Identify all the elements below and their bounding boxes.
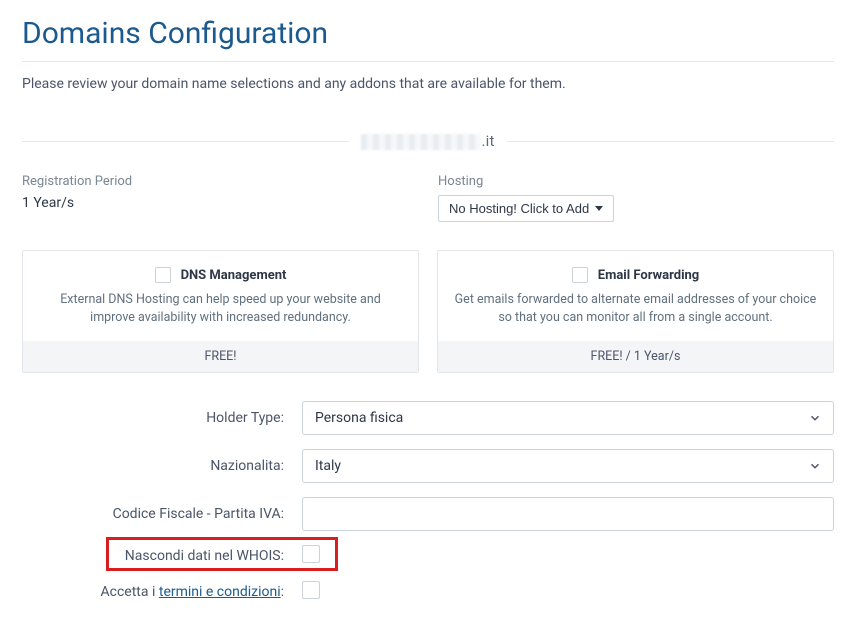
- holder-type-select[interactable]: Persona fisica: [302, 401, 834, 435]
- accept-terms-prefix: Accetta i: [101, 584, 159, 600]
- hide-whois-checkbox[interactable]: [302, 545, 320, 563]
- sep-line-right: [507, 141, 834, 142]
- addon-card-email-forwarding: Email Forwarding Get emails forwarded to…: [437, 250, 834, 373]
- hide-whois-label: Nascondi dati nel WHOIS:: [22, 548, 302, 564]
- domain-name: .it: [361, 132, 494, 150]
- registration-period-block: Registration Period 1 Year/s: [22, 174, 418, 222]
- nationality-label: Nazionalita:: [22, 458, 302, 474]
- hosting-dropdown-text: No Hosting! Click to Add: [449, 201, 589, 216]
- addon-footer: FREE!: [23, 341, 418, 372]
- addon-description: Get emails forwarded to alternate email …: [452, 291, 819, 327]
- addon-description: External DNS Hosting can help speed up y…: [37, 291, 404, 327]
- addon-checkbox-email-forwarding[interactable]: [572, 267, 588, 283]
- addon-title: Email Forwarding: [598, 268, 699, 283]
- nationality-select[interactable]: Italy: [302, 449, 834, 483]
- tax-code-input[interactable]: [302, 497, 834, 531]
- tax-code-label: Codice Fiscale - Partita IVA:: [22, 506, 302, 522]
- addon-footer: FREE! / 1 Year/s: [438, 341, 833, 372]
- intro-text: Please review your domain name selection…: [22, 76, 834, 92]
- nationality-row: Nazionalita: Italy: [22, 449, 834, 483]
- addon-checkbox-dns-management[interactable]: [155, 267, 171, 283]
- page-title: Domains Configuration: [22, 16, 834, 51]
- accept-terms-checkbox[interactable]: [302, 581, 320, 599]
- domain-separator: .it: [22, 132, 834, 150]
- registration-period-value: 1 Year/s: [22, 195, 418, 211]
- holder-type-row: Holder Type: Persona fisica: [22, 401, 834, 435]
- accept-terms-label: Accetta i termini e condizioni:: [22, 584, 302, 600]
- addon-card-dns-management: DNS Management External DNS Hosting can …: [22, 250, 419, 373]
- accept-terms-row: Accetta i termini e condizioni:: [22, 581, 834, 603]
- tax-code-row: Codice Fiscale - Partita IVA:: [22, 497, 834, 531]
- hosting-block: Hosting No Hosting! Click to Add: [438, 174, 834, 222]
- hide-whois-row: Nascondi dati nel WHOIS:: [22, 545, 834, 567]
- registration-period-label: Registration Period: [22, 174, 418, 189]
- domain-tld: .it: [481, 132, 494, 150]
- addon-title: DNS Management: [181, 268, 287, 283]
- caret-down-icon: [595, 206, 603, 211]
- accept-terms-suffix: :: [281, 584, 284, 600]
- sep-line-left: [22, 141, 349, 142]
- terms-link[interactable]: termini e condizioni: [159, 584, 281, 600]
- hosting-dropdown[interactable]: No Hosting! Click to Add: [438, 195, 614, 222]
- holder-type-label: Holder Type:: [22, 410, 302, 426]
- domain-name-masked: [361, 134, 481, 150]
- title-divider: [22, 61, 834, 62]
- hosting-label: Hosting: [438, 174, 834, 189]
